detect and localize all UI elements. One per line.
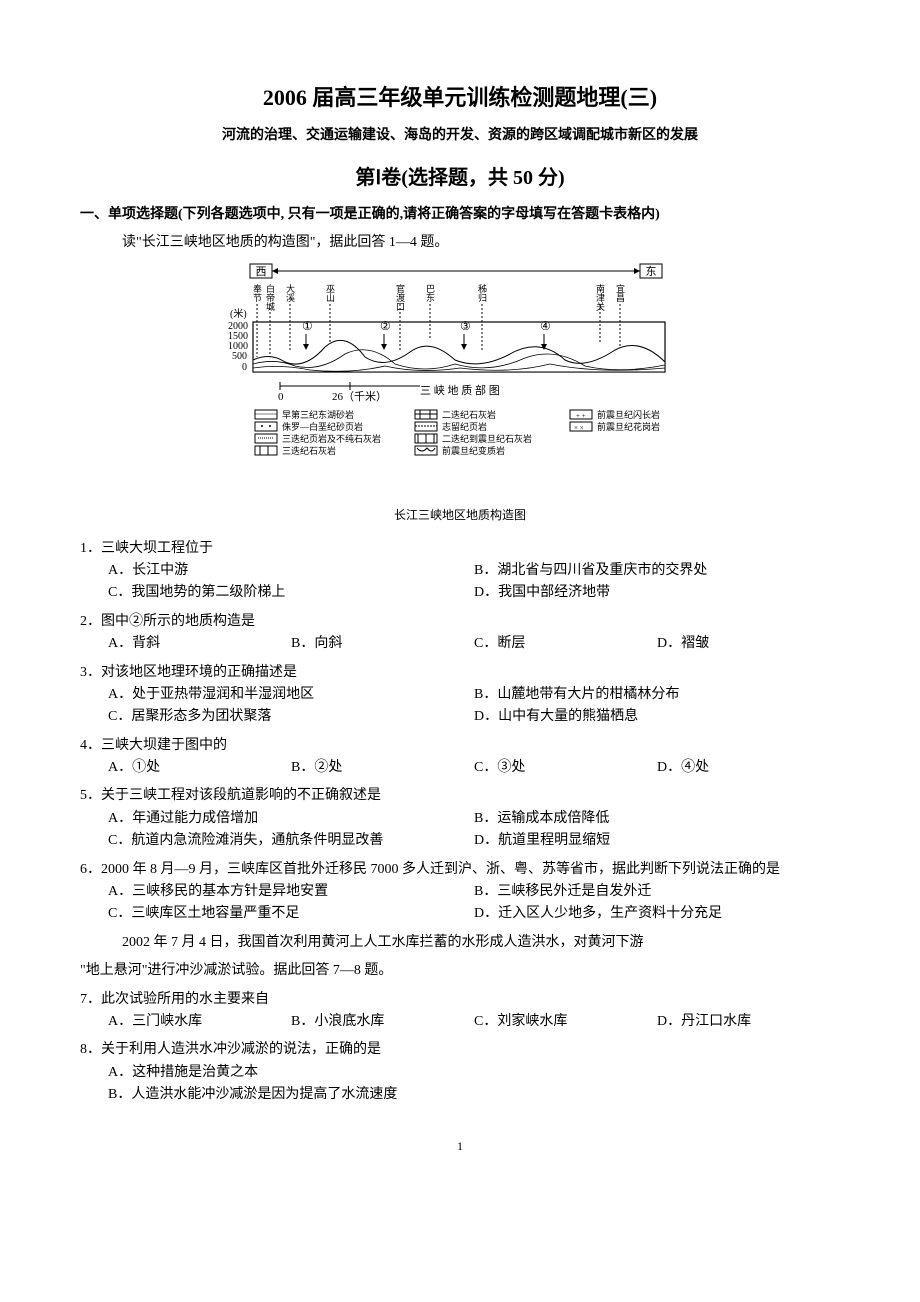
option: C．刘家峡水库 [474, 1011, 657, 1033]
option: C．③处 [474, 757, 657, 779]
option: A．①处 [108, 757, 291, 779]
question: 8．关于利用人造洪水冲沙减淤的说法，正确的是A．这种措施是治黄之本B．人造洪水能… [80, 1039, 840, 1106]
svg-text:大溪: 大溪 [285, 283, 295, 303]
east-label: 东 [646, 265, 657, 278]
question: 7．此次试验所用的水主要来自A．三门峡水库B．小浪底水库C．刘家峡水库D．丹江口… [80, 989, 840, 1034]
svg-text:②: ② [380, 319, 391, 333]
svg-text:白帝城: 白帝城 [265, 283, 275, 312]
question: 5．关于三峡工程对该段航道影响的不正确叙述是A．年通过能力成倍增加B．运输成本成… [80, 785, 840, 852]
option: B．湖北省与四川省及重庆市的交界处 [474, 560, 840, 582]
svg-text:三迭纪石灰岩: 三迭纪石灰岩 [282, 445, 336, 456]
svg-text:+ +: + + [576, 412, 586, 420]
svg-text:秭归: 秭归 [477, 283, 487, 303]
svg-text:三 峡 地 质 部 图: 三 峡 地 质 部 图 [420, 383, 500, 397]
svg-text:南津关: 南津关 [595, 283, 605, 312]
context-para-2a: 2002 年 7 月 4 日，我国首次利用黄河上人工水库拦蓄的水形成人造洪水，对… [94, 932, 840, 954]
question-stem: 4．三峡大坝建于图中的 [80, 735, 840, 757]
option: A．这种措施是治黄之本 [108, 1062, 840, 1084]
svg-text:③: ③ [460, 319, 471, 333]
diagram-caption: 长江三峡地区地质构造图 [220, 506, 700, 525]
section-header: 一、单项选择题(下列各题选项中, 只有一项是正确的,请将正确答案的字母填写在答题… [80, 204, 840, 226]
option: C．三峡库区土地容量严重不足 [108, 903, 474, 925]
question-stem: 5．关于三峡工程对该段航道影响的不正确叙述是 [80, 785, 840, 807]
option: D．褶皱 [657, 633, 840, 655]
svg-text:前震旦纪闪长岩: 前震旦纪闪长岩 [597, 409, 660, 420]
option: C．航道内急流险滩消失，通航条件明显改善 [108, 830, 474, 852]
option: A．背斜 [108, 633, 291, 655]
svg-text:官渡口: 官渡口 [395, 283, 405, 311]
svg-text:奉节: 奉节 [252, 283, 262, 303]
svg-text:500: 500 [232, 351, 247, 362]
page-title: 2006 届高三年级单元训练检测题地理(三) [80, 80, 840, 115]
question-stem: 2．图中②所示的地质构造是 [80, 611, 840, 633]
option: C．我国地势的第二级阶梯上 [108, 582, 474, 604]
option: B．运输成本成倍降低 [474, 808, 840, 830]
svg-text:0: 0 [278, 391, 284, 403]
svg-text:早第三纪东湖砂岩: 早第三纪东湖砂岩 [282, 409, 354, 420]
option: D．我国中部经济地带 [474, 582, 840, 604]
instruction-text: 读"长江三峡地区地质的构造图"，据此回答 1—4 题。 [80, 232, 840, 254]
svg-text:前震旦纪花岗岩: 前震旦纪花岗岩 [597, 421, 660, 432]
west-label: 西 [256, 266, 267, 278]
svg-text:宜昌: 宜昌 [615, 283, 625, 303]
option: A．处于亚热带湿润和半湿润地区 [108, 684, 474, 706]
context-para-2b: "地上悬河"进行冲沙减淤试验。据此回答 7—8 题。 [80, 960, 840, 982]
option: A．三峡移民的基本方针是异地安置 [108, 881, 474, 903]
option: B．三峡移民外迁是自发外迁 [474, 881, 840, 903]
svg-text:巫山: 巫山 [325, 284, 335, 302]
question: 4．三峡大坝建于图中的A．①处B．②处C．③处D．④处 [80, 735, 840, 780]
svg-text:三迭纪页岩及不纯石灰岩: 三迭纪页岩及不纯石灰岩 [282, 433, 381, 444]
question-stem: 6．2000 年 8 月—9 月，三峡库区首批外迁移民 7000 多人迁到沪、浙… [80, 859, 840, 881]
section-title: 第Ⅰ卷(选择题，共 50 分) [80, 162, 840, 194]
option: D．山中有大量的熊猫栖息 [474, 706, 840, 728]
page-subtitle: 河流的治理、交通运输建设、海岛的开发、资源的跨区域调配城市新区的发展 [80, 125, 840, 147]
option: D．迁入区人少地多，生产资料十分充足 [474, 903, 840, 925]
svg-text:巴东: 巴东 [425, 284, 435, 302]
svg-text:①: ① [302, 319, 313, 333]
option: B．②处 [291, 757, 474, 779]
page-number: 1 [80, 1137, 840, 1156]
option: A．年通过能力成倍增加 [108, 808, 474, 830]
geology-diagram: 西 东 奉节 白帝城 大溪 巫山 官渡口 巴东 秭归 南津关 宜昌 (米) 20… [220, 262, 700, 525]
option: D．航道里程明显缩短 [474, 830, 840, 852]
question-stem: 7．此次试验所用的水主要来自 [80, 989, 840, 1011]
option: B．向斜 [291, 633, 474, 655]
option: B．小浪底水库 [291, 1011, 474, 1033]
option: B．山麓地带有大片的柑橘林分布 [474, 684, 840, 706]
question: 6．2000 年 8 月—9 月，三峡库区首批外迁移民 7000 多人迁到沪、浙… [80, 859, 840, 926]
svg-text:26（千米）: 26（千米） [332, 390, 387, 403]
question: 3．对该地区地理环境的正确描述是A．处于亚热带湿润和半湿润地区B．山麓地带有大片… [80, 662, 840, 729]
svg-text:0: 0 [242, 362, 247, 373]
option: C．居聚形态多为团状聚落 [108, 706, 474, 728]
svg-text:二迭纪到震旦纪石灰岩: 二迭纪到震旦纪石灰岩 [442, 433, 532, 444]
svg-text:二迭纪石灰岩: 二迭纪石灰岩 [442, 409, 496, 420]
option: A．三门峡水库 [108, 1011, 291, 1033]
svg-text:④: ④ [540, 319, 551, 333]
svg-text:× ×: × × [574, 424, 584, 432]
option: C．断层 [474, 633, 657, 655]
svg-text:侏罗—白垩纪砂页岩: 侏罗—白垩纪砂页岩 [282, 421, 363, 432]
svg-text:前震旦纪变质岩: 前震旦纪变质岩 [442, 445, 505, 456]
question: 1．三峡大坝工程位于A．长江中游B．湖北省与四川省及重庆市的交界处C．我国地势的… [80, 538, 840, 605]
option: D．丹江口水库 [657, 1011, 840, 1033]
svg-text:志留纪页岩: 志留纪页岩 [442, 421, 487, 432]
question-stem: 1．三峡大坝工程位于 [80, 538, 840, 560]
option: A．长江中游 [108, 560, 474, 582]
svg-text:(米): (米) [230, 307, 247, 320]
question-stem: 3．对该地区地理环境的正确描述是 [80, 662, 840, 684]
option: B．人造洪水能冲沙减淤是因为提高了水流速度 [108, 1084, 840, 1106]
question: 2．图中②所示的地质构造是A．背斜B．向斜C．断层D．褶皱 [80, 611, 840, 656]
option: D．④处 [657, 757, 840, 779]
question-stem: 8．关于利用人造洪水冲沙减淤的说法，正确的是 [80, 1039, 840, 1061]
